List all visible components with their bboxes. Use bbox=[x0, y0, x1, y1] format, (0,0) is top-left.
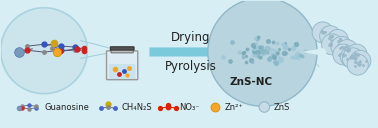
Ellipse shape bbox=[337, 40, 358, 61]
Ellipse shape bbox=[341, 47, 361, 67]
Ellipse shape bbox=[333, 44, 354, 65]
FancyBboxPatch shape bbox=[110, 47, 134, 50]
FancyBboxPatch shape bbox=[107, 51, 138, 80]
FancyBboxPatch shape bbox=[111, 49, 133, 53]
FancyBboxPatch shape bbox=[109, 64, 136, 79]
Ellipse shape bbox=[327, 29, 348, 50]
Text: Pyrolysis: Pyrolysis bbox=[165, 60, 217, 73]
Text: Guanosine: Guanosine bbox=[44, 103, 89, 111]
Ellipse shape bbox=[346, 44, 367, 65]
Ellipse shape bbox=[350, 50, 371, 71]
Ellipse shape bbox=[312, 22, 333, 43]
Wedge shape bbox=[302, 48, 326, 56]
Ellipse shape bbox=[347, 54, 368, 75]
FancyArrow shape bbox=[149, 45, 232, 59]
Ellipse shape bbox=[1, 8, 87, 94]
Ellipse shape bbox=[208, 0, 317, 106]
Text: Zn²⁺: Zn²⁺ bbox=[225, 103, 244, 111]
Text: ZnS: ZnS bbox=[274, 103, 290, 111]
Text: CH₄N₂S: CH₄N₂S bbox=[121, 103, 152, 111]
Text: NO₃⁻: NO₃⁻ bbox=[180, 103, 200, 111]
Text: Drying: Drying bbox=[171, 31, 211, 44]
Ellipse shape bbox=[322, 34, 343, 55]
Text: ZnS-NC: ZnS-NC bbox=[230, 77, 273, 87]
Ellipse shape bbox=[331, 36, 352, 57]
Ellipse shape bbox=[320, 26, 341, 47]
Ellipse shape bbox=[342, 48, 363, 69]
Ellipse shape bbox=[259, 102, 270, 112]
